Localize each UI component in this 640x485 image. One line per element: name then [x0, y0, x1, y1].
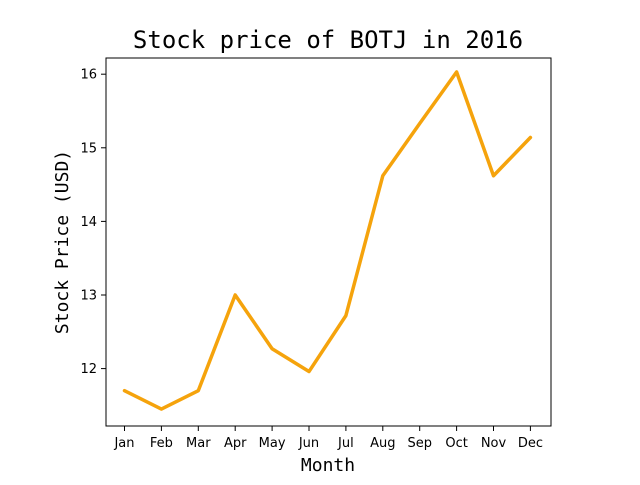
- x-tick-label: Aug: [370, 436, 395, 451]
- x-axis: Jan Feb Mar Apr May Jun Jul Aug Sep Oct Nov Dec: [113, 426, 543, 451]
- x-tick-label: Dec: [518, 436, 543, 451]
- series-line: [125, 72, 531, 409]
- chart-title: Stock price of BOTJ in 2016: [133, 26, 523, 54]
- x-tick-label: Jan: [113, 436, 134, 451]
- y-tick-label: 12: [80, 362, 97, 377]
- x-tick-label: Mar: [186, 436, 211, 451]
- x-tick-label: Apr: [224, 436, 247, 451]
- x-tick-label: Jun: [298, 436, 319, 451]
- x-tick-label: Feb: [150, 436, 173, 451]
- y-axis-label: Stock Price (USD): [52, 150, 73, 334]
- x-tick-label: Nov: [481, 436, 507, 451]
- x-tick-label: Oct: [445, 436, 467, 451]
- y-tick-label: 14: [80, 215, 97, 230]
- y-tick-label: 16: [80, 68, 97, 83]
- y-tick-label: 13: [80, 288, 97, 303]
- x-tick-label: Sep: [407, 436, 432, 451]
- x-tick-label: May: [259, 436, 286, 451]
- series-layer: [124, 72, 530, 409]
- y-tick-label: 15: [80, 141, 97, 156]
- plot-area-frame: [106, 58, 551, 426]
- y-axis: 12 13 14 15 16: [80, 68, 106, 377]
- x-tick-label: Jul: [337, 436, 354, 451]
- x-axis-label: Month: [301, 455, 355, 476]
